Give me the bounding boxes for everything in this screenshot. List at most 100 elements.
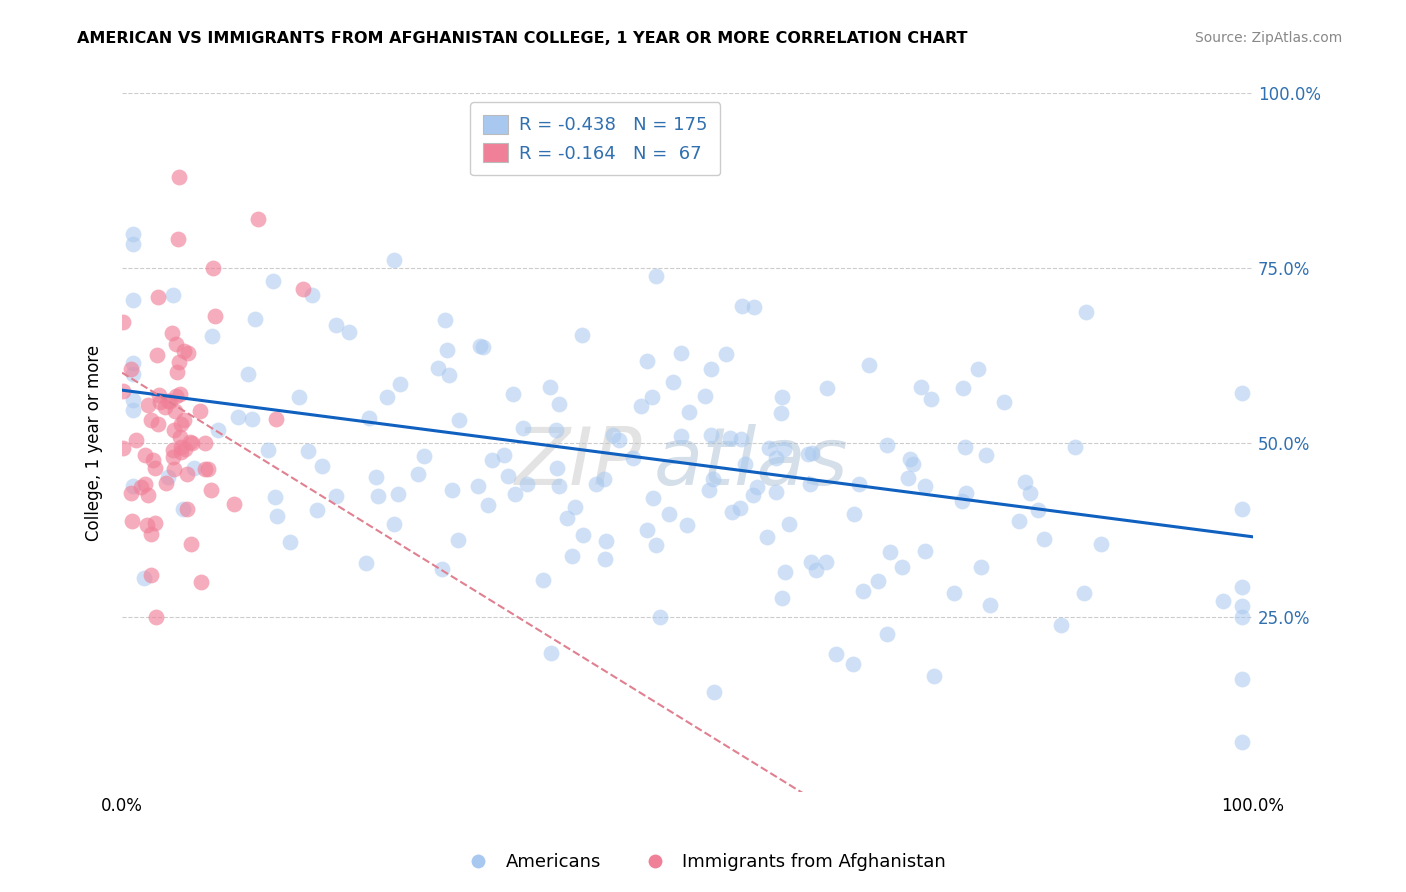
Point xyxy=(700,428,723,442)
Point xyxy=(165,389,187,403)
Point xyxy=(494,448,516,462)
Point xyxy=(145,610,167,624)
Point xyxy=(546,460,568,475)
Point xyxy=(765,485,787,500)
Point xyxy=(170,440,193,454)
Point xyxy=(122,367,145,381)
Point xyxy=(702,472,724,486)
Point xyxy=(142,452,165,467)
Point xyxy=(122,479,145,493)
Point xyxy=(512,420,534,434)
Point xyxy=(387,487,409,501)
Point xyxy=(121,514,143,528)
Point xyxy=(382,517,405,532)
Point xyxy=(141,413,163,427)
Legend: R = -0.438   N = 175, R = -0.164   N =  67: R = -0.438 N = 175, R = -0.164 N = 67 xyxy=(471,103,720,176)
Point xyxy=(236,367,259,381)
Point xyxy=(950,493,973,508)
Point xyxy=(1090,537,1112,551)
Point xyxy=(436,343,458,358)
Point xyxy=(800,555,823,569)
Point xyxy=(636,523,658,537)
Point xyxy=(180,536,202,550)
Point xyxy=(502,386,524,401)
Point xyxy=(122,356,145,370)
Point xyxy=(564,500,586,515)
Text: AMERICAN VS IMMIGRANTS FROM AFGHANISTAN COLLEGE, 1 YEAR OR MORE CORRELATION CHAR: AMERICAN VS IMMIGRANTS FROM AFGHANISTAN … xyxy=(77,31,967,46)
Point xyxy=(745,480,768,494)
Point xyxy=(593,552,616,566)
Point xyxy=(167,170,190,185)
Point xyxy=(266,508,288,523)
Point xyxy=(516,476,538,491)
Point xyxy=(256,442,278,457)
Point xyxy=(572,527,595,541)
Point xyxy=(897,471,920,485)
Point xyxy=(671,346,693,360)
Point xyxy=(758,441,780,455)
Point xyxy=(426,361,449,376)
Point xyxy=(183,461,205,475)
Point xyxy=(194,461,217,475)
Point xyxy=(162,288,184,302)
Point xyxy=(468,339,491,353)
Point xyxy=(181,436,204,450)
Point xyxy=(770,391,793,405)
Point xyxy=(561,549,583,563)
Point xyxy=(531,574,554,588)
Point xyxy=(406,467,429,481)
Point xyxy=(1008,514,1031,528)
Point xyxy=(848,477,870,491)
Point xyxy=(955,440,977,454)
Point xyxy=(1212,594,1234,608)
Point xyxy=(695,389,717,403)
Point xyxy=(325,318,347,332)
Point xyxy=(382,253,405,268)
Point xyxy=(263,490,285,504)
Point xyxy=(143,461,166,475)
Point xyxy=(228,409,250,424)
Point xyxy=(156,470,179,484)
Point xyxy=(741,488,763,502)
Point xyxy=(207,423,229,437)
Point xyxy=(170,445,193,459)
Point xyxy=(432,562,454,576)
Point xyxy=(472,340,495,354)
Point xyxy=(125,433,148,447)
Point xyxy=(297,444,319,458)
Point xyxy=(167,232,190,246)
Point xyxy=(814,555,837,569)
Point xyxy=(311,458,333,473)
Point xyxy=(901,457,924,471)
Point xyxy=(970,559,993,574)
Point xyxy=(122,293,145,307)
Point xyxy=(122,237,145,252)
Point xyxy=(778,517,800,532)
Point xyxy=(641,491,664,506)
Point xyxy=(288,390,311,404)
Point xyxy=(337,325,360,339)
Point xyxy=(162,326,184,341)
Point xyxy=(993,395,1015,409)
Point xyxy=(540,647,562,661)
Point xyxy=(852,583,875,598)
Point xyxy=(804,563,827,577)
Point xyxy=(169,387,191,401)
Point xyxy=(697,483,720,497)
Point xyxy=(538,380,561,394)
Point xyxy=(974,448,997,462)
Point xyxy=(555,511,578,525)
Point xyxy=(593,472,616,486)
Point xyxy=(354,556,377,570)
Point xyxy=(630,399,652,413)
Point xyxy=(204,309,226,323)
Point xyxy=(546,423,568,437)
Point xyxy=(801,446,824,460)
Point xyxy=(1230,735,1253,749)
Point xyxy=(658,507,681,521)
Point xyxy=(172,502,194,516)
Point xyxy=(201,260,224,275)
Point xyxy=(176,467,198,481)
Point xyxy=(481,453,503,467)
Point xyxy=(179,435,201,450)
